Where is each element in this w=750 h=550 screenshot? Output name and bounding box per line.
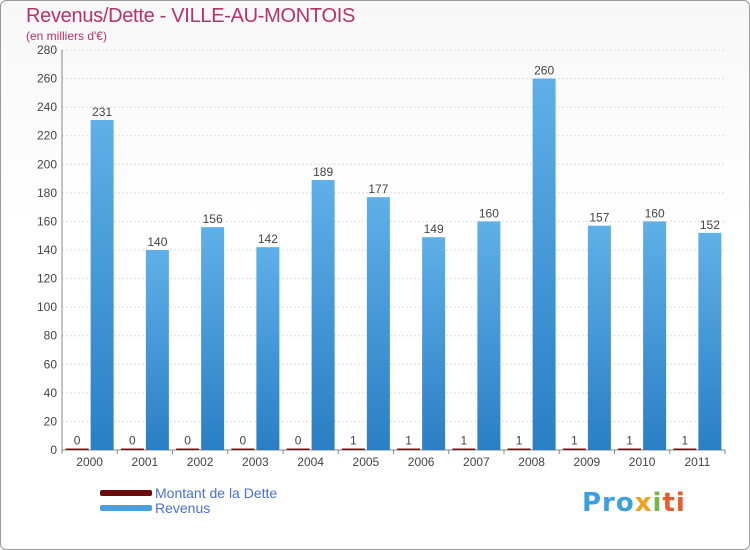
y-tick-label: 40	[44, 386, 58, 400]
bar-dette	[176, 448, 200, 450]
chart-title: Revenus/Dette - VILLE-AU-MONTOIS	[26, 5, 356, 27]
y-tick-label: 80	[44, 329, 58, 343]
bar-dette	[507, 448, 531, 450]
y-tick-label: 220	[37, 129, 57, 143]
data-label-revenus: 157	[589, 211, 609, 225]
x-tick-label: 2007	[463, 455, 490, 469]
x-tick-label: 2006	[408, 455, 435, 469]
y-tick-label: 200	[37, 157, 57, 171]
data-label-dette: 1	[626, 434, 633, 448]
bar-revenus	[698, 232, 722, 450]
bar-dette	[618, 448, 642, 450]
bar-dette	[120, 448, 144, 450]
bar-dette	[673, 448, 697, 450]
data-label-revenus: 142	[258, 232, 278, 246]
data-label-dette: 1	[571, 434, 578, 448]
data-label-dette: 0	[295, 434, 302, 448]
data-label-dette: 1	[461, 434, 468, 448]
bar-dette	[231, 448, 255, 450]
bar-dette	[452, 448, 476, 450]
data-label-dette: 0	[240, 434, 247, 448]
bar-revenus	[90, 120, 114, 450]
data-label-dette: 0	[184, 434, 191, 448]
data-label-dette: 1	[405, 434, 412, 448]
y-tick-label: 100	[37, 300, 57, 314]
y-tick-label: 260	[37, 72, 57, 86]
bar-revenus	[587, 225, 611, 450]
legend-swatch-revenus	[100, 505, 152, 511]
data-label-dette: 1	[682, 434, 689, 448]
bar-revenus	[422, 237, 446, 450]
y-tick-label: 20	[44, 414, 58, 428]
data-label-revenus: 152	[700, 218, 720, 232]
x-tick-label: 2009	[574, 455, 601, 469]
legend-swatch-dette	[100, 490, 152, 496]
legend-label-dette: Montant de la Dette	[155, 485, 278, 501]
bar-revenus	[311, 180, 335, 450]
bar-dette	[286, 448, 310, 450]
bar-revenus	[145, 250, 169, 450]
y-tick-label: 60	[44, 357, 58, 371]
y-tick-label: 240	[37, 100, 57, 114]
data-label-revenus: 189	[313, 165, 333, 179]
data-label-revenus: 177	[368, 182, 388, 196]
chart-subtitle: (en milliers d'€)	[26, 29, 107, 43]
bar-revenus	[256, 247, 280, 450]
x-tick-label: 2004	[297, 455, 324, 469]
data-label-revenus: 260	[534, 64, 554, 78]
x-tick-label: 2011	[684, 455, 710, 469]
y-tick-label: 280	[37, 43, 57, 57]
y-tick-label: 0	[50, 443, 57, 457]
bar-dette	[65, 448, 89, 450]
data-label-revenus: 231	[92, 105, 112, 119]
data-label-dette: 0	[129, 434, 136, 448]
data-label-revenus: 160	[645, 206, 665, 220]
bar-dette	[341, 448, 365, 450]
bar-revenus	[643, 221, 667, 450]
bar-revenus	[532, 78, 556, 451]
data-label-revenus: 140	[147, 235, 167, 249]
y-tick-label: 120	[37, 272, 57, 286]
x-tick-label: 2001	[132, 455, 159, 469]
data-label-dette: 1	[516, 434, 523, 448]
data-label-dette: 1	[350, 434, 357, 448]
bar-dette	[397, 448, 421, 450]
data-label-dette: 0	[74, 434, 81, 448]
x-tick-label: 2003	[242, 455, 269, 469]
x-tick-label: 2010	[629, 455, 656, 469]
x-tick-label: 2008	[518, 455, 545, 469]
data-label-revenus: 156	[203, 212, 223, 226]
proxiti-logo: Proxiti	[582, 488, 686, 518]
bar-revenus	[366, 197, 390, 450]
x-tick-label: 2005	[353, 455, 380, 469]
data-label-revenus: 160	[479, 206, 499, 220]
data-label-revenus: 149	[424, 222, 444, 236]
x-tick-label: 2000	[76, 455, 103, 469]
legend-label-revenus: Revenus	[155, 500, 211, 516]
bar-dette	[562, 448, 586, 450]
bar-revenus	[477, 221, 501, 450]
bar-revenus	[201, 227, 225, 450]
y-tick-label: 140	[37, 243, 57, 257]
y-tick-label: 180	[37, 186, 57, 200]
y-tick-label: 160	[37, 214, 57, 228]
x-tick-label: 2002	[187, 455, 214, 469]
